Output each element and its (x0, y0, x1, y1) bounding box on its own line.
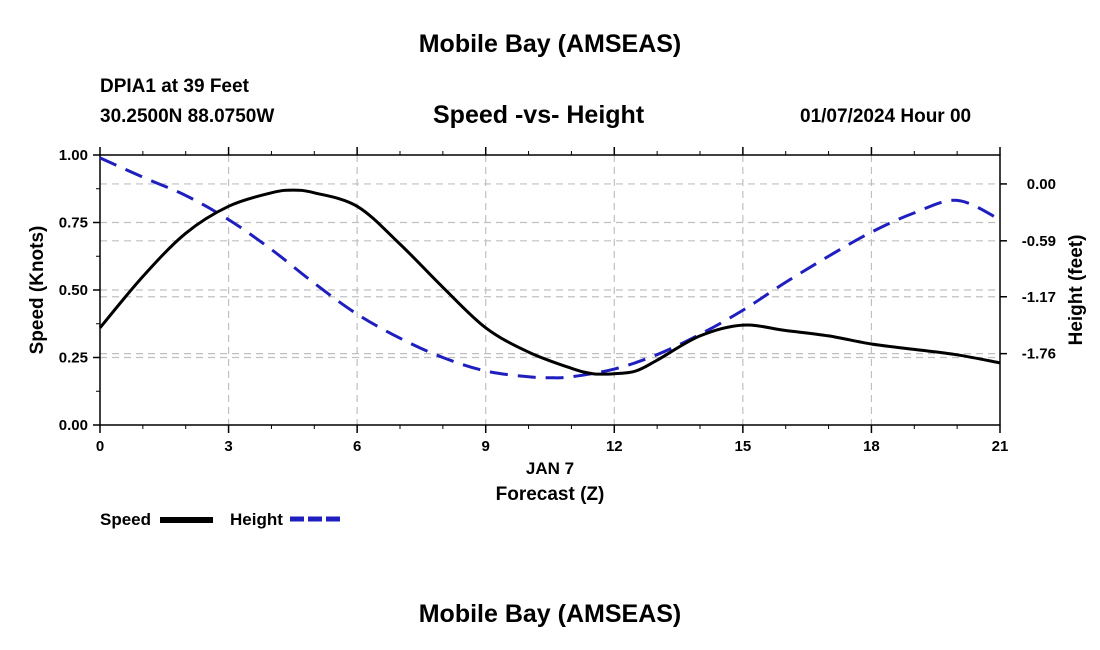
y2-tick-label: 0.00 (1027, 176, 1056, 193)
station-label: DPIA1 at 39 Feet (100, 76, 249, 97)
datetime-label: 01/07/2024 Hour 00 (800, 106, 972, 127)
y-tick-label: 0.75 (59, 215, 88, 232)
legend-height-swatch (290, 516, 342, 522)
y-tick-label: 1.00 (59, 147, 88, 164)
legend-speed-swatch (160, 517, 213, 523)
x-tick-label: 6 (353, 438, 361, 455)
y-tick-label: 0.50 (59, 282, 88, 299)
chart-title-top: Mobile Bay (AMSEAS) (418, 30, 682, 58)
y2-tick-label: -0.59 (1022, 233, 1056, 250)
x-tick-label: 21 (992, 438, 1009, 455)
height-series-line (99, 156, 1001, 380)
speed-series-line (98, 188, 1001, 376)
tick-layer: 0 3 6 9 12 15 18 21 0.00 0.25 0.50 0.75 1.00 0.00 -0.5… (59, 147, 1056, 455)
y-axis-title: Speed (Knots) (27, 226, 48, 355)
speed-height-chart: 0 3 6 9 12 15 18 21 0.00 0.25 0.50 0.75 1.00 0.00 -0.5… (27, 147, 1087, 505)
x-date-label: JAN 7 (526, 459, 574, 478)
y2-axis-title: Height (feet) (1066, 235, 1087, 346)
legend-speed-label: Speed (100, 510, 152, 529)
legend-height-label: Height (230, 510, 283, 529)
y-tick-label: 0.25 (59, 350, 88, 367)
x-tick-label: 15 (735, 438, 752, 455)
x-tick-label: 12 (606, 438, 623, 455)
chart-subtitle: Speed -vs- Height (433, 101, 645, 129)
y2-tick-label: -1.76 (1022, 346, 1056, 363)
coordinates-label: 30.2500N 88.0750W (100, 106, 275, 127)
y-tick-label: 0.00 (59, 417, 88, 434)
y2-tick-label: -1.17 (1022, 289, 1056, 306)
chart-title-bottom: Mobile Bay (AMSEAS) (418, 600, 682, 628)
grid-layer (100, 155, 1000, 425)
x-axis-title: Forecast (Z) (496, 484, 605, 505)
x-tick-label: 3 (224, 438, 232, 455)
x-tick-label: 0 (96, 438, 104, 455)
x-tick-label: 9 (482, 438, 490, 455)
x-tick-label: 18 (863, 438, 880, 455)
